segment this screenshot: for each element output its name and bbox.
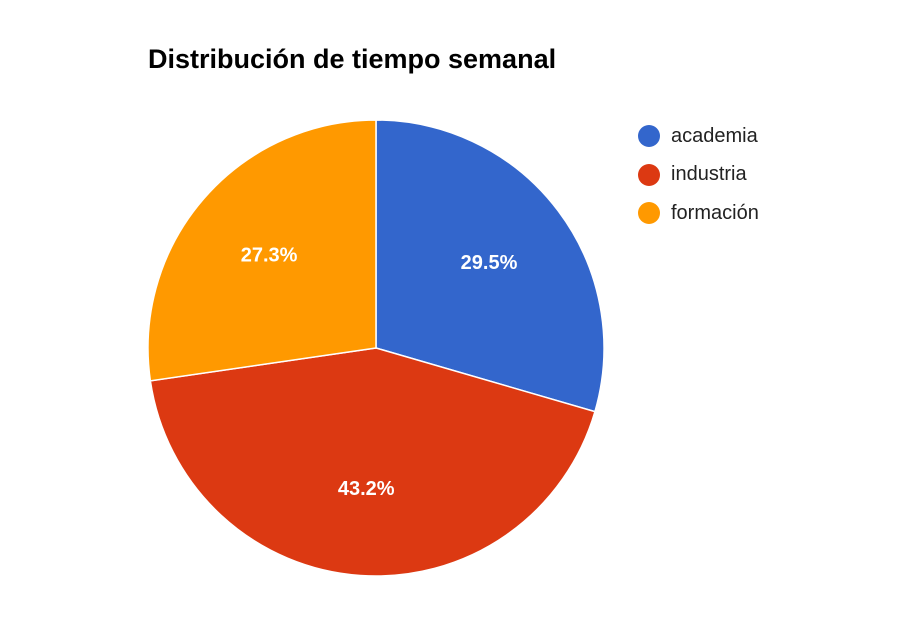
- pie-slice-industria[interactable]: [149, 347, 596, 577]
- legend-item-industria[interactable]: industria: [638, 156, 759, 195]
- legend-swatch-formacion: [638, 202, 660, 225]
- legend-swatch-academia: [638, 125, 660, 148]
- legend: academia industria formación: [638, 117, 759, 233]
- legend-label-industria: industria: [671, 163, 747, 186]
- slice-label-formacion: 27.3%: [241, 245, 298, 267]
- legend-label-formacion: formación: [671, 201, 759, 224]
- legend-item-academia[interactable]: academia: [638, 117, 759, 156]
- chart-title: Distribución de tiempo semanal: [148, 44, 557, 74]
- legend-item-formacion[interactable]: formación: [638, 194, 759, 233]
- legend-swatch-industria: [638, 163, 660, 186]
- slice-label-academia: 29.5%: [461, 252, 518, 274]
- legend-label-academia: academia: [671, 124, 758, 147]
- pie-slice-academia[interactable]: [375, 119, 605, 413]
- pie-slice-formacion[interactable]: [147, 119, 377, 382]
- slice-label-industria: 43.2%: [338, 478, 395, 500]
